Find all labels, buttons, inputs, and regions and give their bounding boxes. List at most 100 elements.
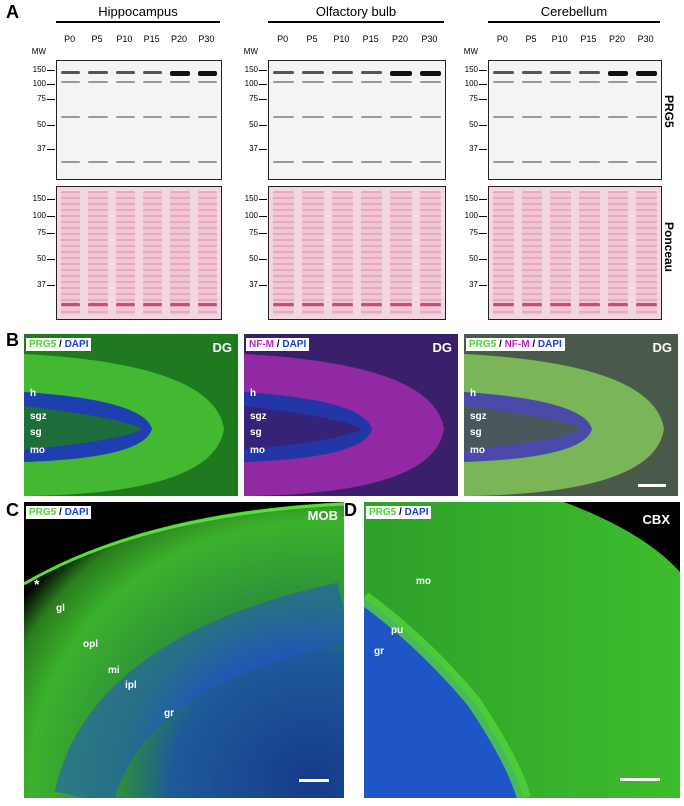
- mw-marker-label: 100: [464, 79, 478, 88]
- mw-marker-tick: [47, 70, 55, 71]
- mw-marker-tick: [479, 216, 487, 217]
- scale-bar: [620, 778, 660, 781]
- mw-marker-tick: [479, 70, 487, 71]
- legend-part: /: [496, 339, 505, 350]
- ponceau-lane: [607, 191, 629, 315]
- mw-marker-tick: [259, 84, 267, 85]
- legend-dapi: DAPI: [404, 507, 429, 518]
- mob-legend: PRG5 / DAPI: [26, 506, 92, 519]
- blot-band: [170, 81, 190, 83]
- ponceau-bottom-band: [607, 303, 629, 306]
- ponceau-bottom-band: [579, 303, 600, 306]
- lane-label: P30: [637, 34, 654, 44]
- blot-band: [579, 81, 600, 83]
- panel-a-letter: A: [6, 2, 19, 22]
- blot-band: [115, 71, 135, 74]
- blot-band: [361, 71, 383, 74]
- dg-micrograph: PRG5 / DAPI DG h sgz sg mo: [24, 334, 238, 496]
- dg-micrograph-image: [244, 334, 458, 496]
- legend-part: NF-M: [504, 339, 530, 350]
- ponceau-bottom-band: [273, 303, 295, 306]
- ponceau-bottom-band: [197, 303, 217, 306]
- dg-region-tag: DG: [432, 340, 453, 355]
- ponceau-bottom-band: [419, 303, 441, 306]
- dg-legend: NF-M / DAPI: [246, 338, 310, 351]
- blot-band: [61, 81, 81, 83]
- blot-band: [331, 116, 353, 118]
- mw-marker-label: 50: [37, 120, 46, 129]
- blot-band: [143, 161, 163, 163]
- lane-label: P30: [421, 34, 438, 44]
- dg-layer-label: mo: [30, 445, 45, 456]
- asterisk-marker: *: [34, 576, 40, 592]
- dg-layer-label: h: [30, 388, 37, 399]
- mw-marker-tick: [479, 84, 487, 85]
- ponceau-lane: [361, 191, 383, 315]
- mw-header: MW: [243, 47, 258, 56]
- legend-prg5: PRG5: [29, 507, 57, 518]
- blot-band: [419, 161, 441, 163]
- blot-band: [636, 161, 657, 163]
- blot-band: [331, 71, 353, 74]
- blot-band: [419, 71, 441, 76]
- blot-band: [273, 116, 295, 118]
- ponceau-lane: [170, 191, 190, 315]
- blot-band: [197, 161, 217, 163]
- mw-marker-label: 50: [249, 254, 258, 263]
- layer-label-mo: mo: [416, 576, 431, 587]
- layer-label-gr: gr: [164, 708, 174, 719]
- lane-label: P0: [277, 34, 289, 44]
- mw-marker-tick: [47, 285, 55, 286]
- blot-band: [521, 161, 543, 163]
- scale-bar: [299, 779, 329, 782]
- prg5-blot: [56, 60, 222, 180]
- blot-band: [88, 81, 108, 83]
- mw-marker-tick: [47, 199, 55, 200]
- mw-marker-label: 150: [464, 65, 478, 74]
- legend-part: PRG5: [29, 339, 57, 350]
- dg-legend: PRG5 / NF-M / DAPI: [466, 338, 565, 351]
- blot-band: [636, 81, 657, 83]
- mw-marker-tick: [47, 84, 55, 85]
- ponceau-lane: [88, 191, 108, 315]
- ponceau-lane: [197, 191, 217, 315]
- mw-marker-label: 75: [249, 94, 258, 103]
- mw-marker-label: 75: [37, 228, 46, 237]
- prg5-row-label: PRG5: [662, 95, 676, 128]
- mw-marker-tick: [479, 233, 487, 234]
- ponceau-lane: [579, 191, 600, 315]
- mw-marker-label: 75: [469, 94, 478, 103]
- mw-marker-label: 150: [32, 65, 46, 74]
- legend-sep: /: [396, 507, 405, 518]
- dg-region-tag: DG: [652, 340, 673, 355]
- blot-band: [61, 71, 81, 74]
- mw-marker-label: 50: [469, 120, 478, 129]
- blot-band: [273, 161, 295, 163]
- ponceau-bottom-band: [88, 303, 108, 306]
- layer-label-opl: opl: [83, 639, 98, 650]
- mw-marker-label: 100: [32, 211, 46, 220]
- ponceau-bottom-band: [61, 303, 81, 306]
- lane-label: P0: [496, 34, 508, 44]
- mw-marker-label: 37: [469, 280, 478, 289]
- mw-marker-label: 37: [469, 144, 478, 153]
- mw-marker-tick: [479, 99, 487, 100]
- blot-band: [550, 116, 571, 118]
- cbx-micrograph-image: [364, 502, 680, 798]
- legend-part: /: [274, 339, 283, 350]
- blot-band: [88, 71, 108, 74]
- prg5-blot: [488, 60, 662, 180]
- cbx-region-tag: CBX: [642, 512, 670, 527]
- dg-legend: PRG5 / DAPI: [26, 338, 92, 351]
- mw-marker-label: 100: [244, 79, 258, 88]
- blot-band: [550, 161, 571, 163]
- ponceau-stain: [488, 186, 662, 320]
- blot-band: [607, 71, 629, 76]
- blot-band: [361, 116, 383, 118]
- mw-header: MW: [31, 47, 46, 56]
- blot-band: [579, 116, 600, 118]
- ponceau-bottom-band: [331, 303, 353, 306]
- mw-marker-label: 100: [32, 79, 46, 88]
- blot-band: [636, 71, 657, 76]
- mob-micrograph-image: [24, 502, 344, 798]
